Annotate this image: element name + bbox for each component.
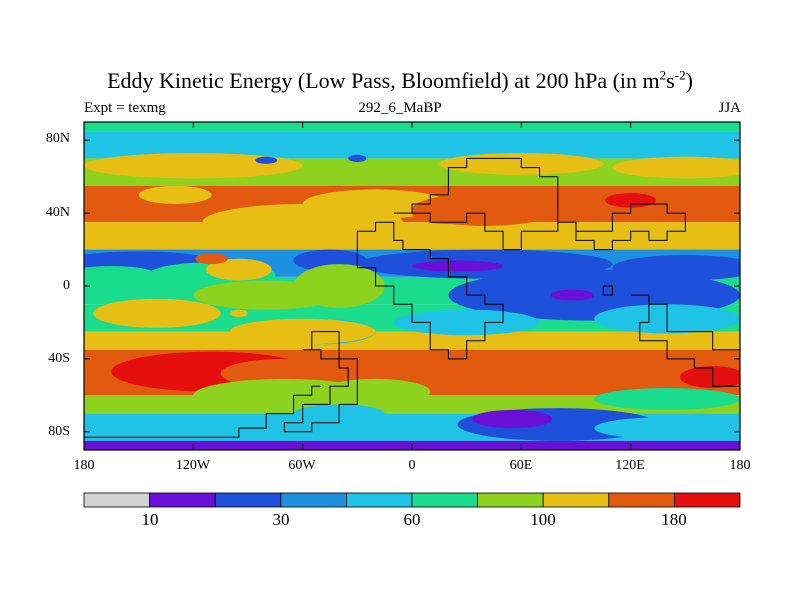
subtitle-season: JJA: [718, 100, 741, 116]
lon-tick-label: 60W: [288, 458, 316, 473]
contour-blob: [348, 154, 367, 163]
colorbar-swatch: [608, 492, 675, 508]
contour-blob: [206, 202, 236, 210]
coastline-path: [602, 285, 613, 296]
lat-tick-label: 80N: [45, 131, 70, 146]
subtitle-experiment: Expt = texmg: [84, 100, 166, 116]
lat-tick-label: 40N: [45, 205, 70, 220]
contour-blob: [195, 253, 228, 265]
colorbar-swatch: [280, 492, 347, 508]
contour-blob: [84, 265, 157, 285]
contour-blob: [594, 388, 740, 410]
contour-blob: [193, 280, 340, 310]
colorbar-label: 10: [141, 510, 159, 529]
colorbar-swatch: [542, 492, 610, 508]
lon-tick-label: 120W: [175, 458, 211, 473]
colorbar-swatch: [149, 492, 216, 508]
lon-tick-label: 60E: [509, 458, 533, 473]
colorbar-label: 100: [530, 510, 556, 529]
colorbar-label: 30: [272, 510, 290, 529]
field-band: [84, 222, 740, 250]
lon-tick-label: 120E: [615, 458, 645, 473]
colorbar: [83, 492, 741, 508]
lon-tick-label: 180: [73, 458, 95, 473]
chart-title: Eddy Kinetic Energy (Low Pass, Bloomfiel…: [107, 67, 693, 93]
contour-blob: [472, 409, 553, 429]
contour-blob: [93, 298, 221, 328]
coastline-path: [393, 157, 686, 251]
colorbar-swatch: [674, 492, 741, 508]
coastline-path: [356, 221, 504, 360]
contour-blob: [255, 156, 278, 164]
contour-blob: [84, 417, 230, 440]
colorbar-swatch: [83, 492, 150, 508]
coastline-path: [630, 294, 740, 387]
contour-blob: [412, 260, 504, 272]
contour-blob: [229, 309, 248, 317]
lat-tick-label: 40S: [48, 351, 70, 366]
contour-blob: [206, 258, 272, 281]
contour-blob: [229, 318, 376, 345]
coastline-path: [283, 331, 358, 433]
colorbar-label: 60: [403, 510, 421, 529]
lon-tick-label: 0: [408, 458, 416, 473]
contour-blob: [612, 156, 740, 179]
contour-blob: [138, 185, 212, 204]
contour-blob: [320, 378, 431, 405]
coastlines: [84, 157, 740, 438]
contour-blob: [375, 134, 522, 150]
contour-blob: [84, 152, 303, 179]
lat-tick-label: 80S: [48, 424, 70, 439]
subtitle-run-id: 292_6_MaBP: [358, 100, 442, 116]
lon-tick-label: 180: [729, 458, 751, 473]
contour-blob: [348, 353, 403, 383]
colorbar-swatch: [411, 492, 478, 508]
contour-blob: [175, 134, 358, 153]
colorbar-label: 180: [661, 510, 687, 529]
colorbar-swatch: [345, 492, 413, 508]
contour-field: [84, 122, 740, 450]
lat-tick-label: 0: [63, 278, 70, 293]
contour-blob: [550, 289, 595, 301]
coastline-path: [84, 385, 321, 438]
contour-blob: [679, 366, 740, 389]
colorbar-swatch: [477, 492, 544, 508]
contour-blob: [594, 417, 740, 440]
colorbar-swatch: [214, 492, 282, 508]
